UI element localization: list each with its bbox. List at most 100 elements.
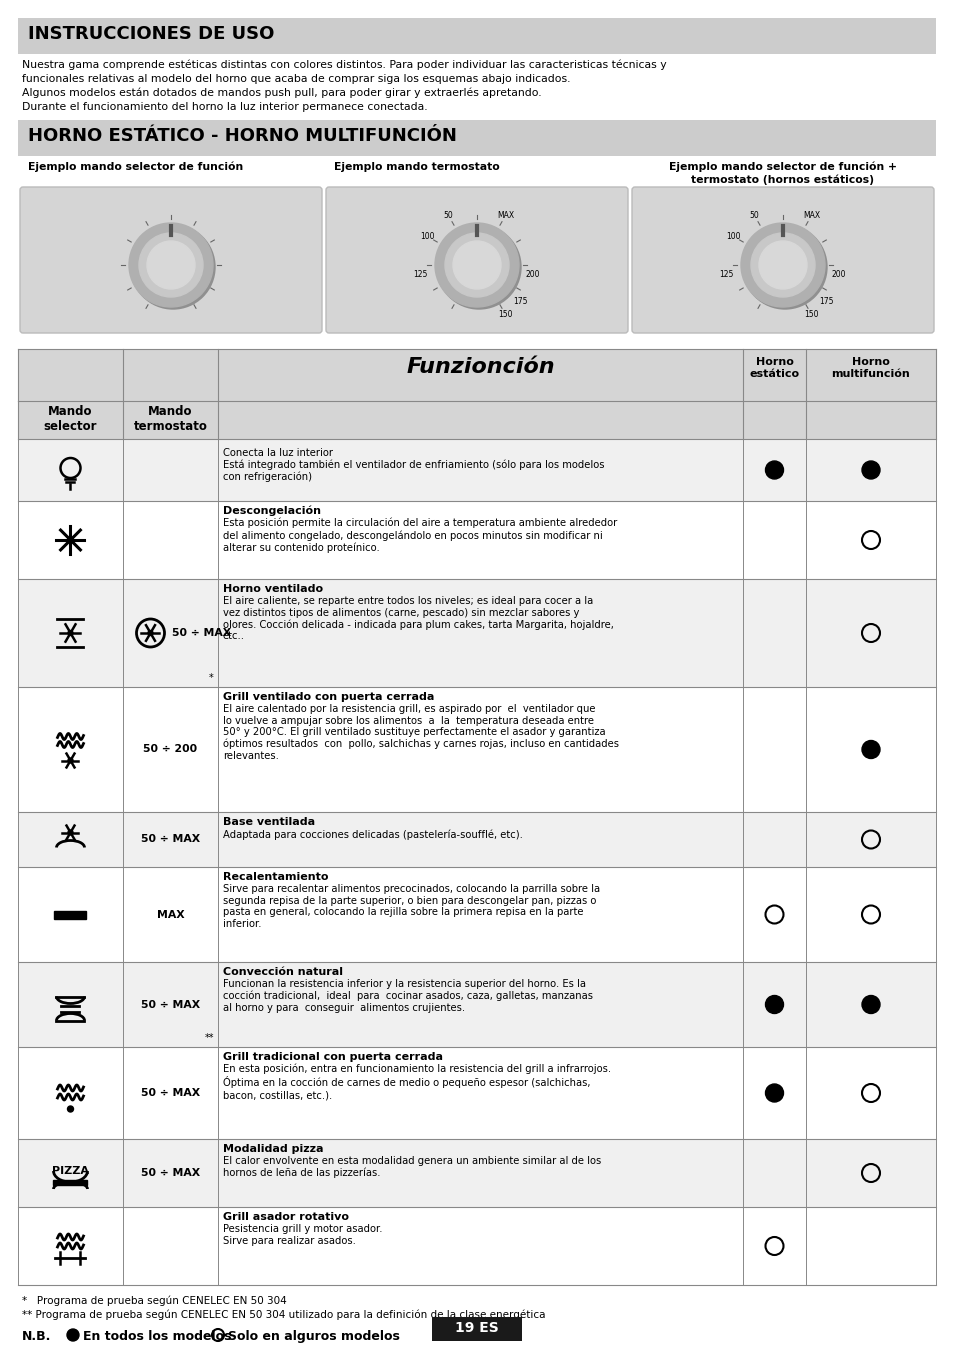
Text: MAX: MAX — [802, 211, 820, 220]
Text: 150: 150 — [803, 309, 818, 319]
Circle shape — [764, 1084, 782, 1102]
Text: Nuestra gama comprende estéticas distintas con colores distintos. Para poder ind: Nuestra gama comprende estéticas distint… — [22, 59, 666, 70]
Text: 200: 200 — [831, 270, 845, 280]
Text: Solo en alguros modelos: Solo en alguros modelos — [228, 1329, 399, 1343]
Text: 50 ÷ MAX: 50 ÷ MAX — [141, 1088, 200, 1098]
Bar — [18, 120, 935, 155]
Circle shape — [68, 536, 73, 543]
Text: El calor envolvente en esta modalidad genera un ambiente similar al de los
horno: El calor envolvente en esta modalidad ge… — [223, 1156, 600, 1178]
Bar — [18, 401, 935, 439]
Circle shape — [740, 223, 824, 307]
Text: *: * — [209, 673, 213, 684]
Text: Adaptada para cocciones delicadas (pastelería-soufflé, etc).: Adaptada para cocciones delicadas (paste… — [223, 830, 522, 839]
Circle shape — [139, 232, 203, 297]
Circle shape — [764, 461, 782, 480]
Bar — [18, 962, 935, 1047]
Text: En todos los modelos: En todos los modelos — [83, 1329, 232, 1343]
Text: 175: 175 — [819, 297, 833, 307]
Text: 125: 125 — [719, 270, 733, 280]
Text: Modalidad pizza: Modalidad pizza — [223, 1144, 323, 1154]
Bar — [18, 501, 935, 580]
Text: Horno ventilado: Horno ventilado — [223, 584, 323, 594]
Text: 125: 125 — [414, 270, 428, 280]
Bar — [18, 349, 935, 401]
Text: ** Programa de prueba según CENELEC EN 50 304 utilizado para la definición de la: ** Programa de prueba según CENELEC EN 5… — [22, 1310, 545, 1320]
Circle shape — [68, 758, 73, 763]
Circle shape — [147, 240, 194, 289]
Text: Horno
estático: Horno estático — [749, 357, 799, 378]
Bar — [53, 1179, 88, 1185]
Text: Algunos modelos están dotados de mandos push pull, para poder girar y extraerlés: Algunos modelos están dotados de mandos … — [22, 88, 541, 99]
Text: Descongelación: Descongelación — [223, 507, 320, 516]
Text: 100: 100 — [725, 232, 740, 240]
Text: 200: 200 — [525, 270, 539, 280]
Text: Ejemplo mando selector de función +
termostato (hornos estáticos): Ejemplo mando selector de función + term… — [668, 162, 896, 185]
Text: 50: 50 — [749, 211, 759, 220]
Bar — [18, 1047, 935, 1139]
Text: 50 ÷ MAX: 50 ÷ MAX — [141, 1000, 200, 1009]
Text: MAX: MAX — [156, 909, 184, 920]
Circle shape — [759, 240, 806, 289]
Text: Mando
selector: Mando selector — [44, 405, 97, 434]
Text: Horno
multifunción: Horno multifunción — [831, 357, 909, 378]
Circle shape — [862, 996, 879, 1013]
Circle shape — [862, 461, 879, 480]
Text: 150: 150 — [497, 309, 512, 319]
Circle shape — [129, 223, 213, 307]
Circle shape — [68, 631, 73, 635]
Bar — [54, 911, 87, 919]
Text: 175: 175 — [513, 297, 527, 307]
Text: **: ** — [204, 1034, 213, 1043]
Text: Funcionan la resistencia inferior y la resistencia superior del horno. Es la
coc: Funcionan la resistencia inferior y la r… — [223, 979, 593, 1013]
Bar — [18, 439, 935, 501]
FancyBboxPatch shape — [326, 186, 627, 332]
FancyBboxPatch shape — [631, 186, 933, 332]
Text: Base ventilada: Base ventilada — [223, 817, 314, 827]
Circle shape — [862, 740, 879, 758]
Circle shape — [742, 226, 826, 309]
Text: Sirve para recalentar alimentos precocinados, colocando la parrilla sobre la
seg: Sirve para recalentar alimentos precocin… — [223, 884, 599, 928]
Text: Recalentamiento: Recalentamiento — [223, 871, 328, 882]
Text: Ejemplo mando termostato: Ejemplo mando termostato — [334, 162, 499, 172]
Circle shape — [131, 226, 214, 309]
Circle shape — [764, 996, 782, 1013]
Text: Convección natural: Convección natural — [223, 967, 343, 977]
Circle shape — [750, 232, 814, 297]
Bar — [432, 1317, 521, 1342]
Text: funcionales relativas al modelo del horno que acaba de comprar siga los esquemas: funcionales relativas al modelo del horn… — [22, 74, 570, 84]
Text: N.B.: N.B. — [22, 1329, 51, 1343]
Bar — [18, 580, 935, 688]
Text: HORNO ESTÁTICO - HORNO MULTIFUNCIÓN: HORNO ESTÁTICO - HORNO MULTIFUNCIÓN — [28, 127, 456, 145]
Text: Esta posición permite la circulación del aire a temperatura ambiente alrededor
d: Esta posición permite la circulación del… — [223, 517, 617, 553]
Text: 50 ÷ MAX: 50 ÷ MAX — [141, 835, 200, 844]
Text: 50 ÷ MAX: 50 ÷ MAX — [172, 628, 232, 638]
Circle shape — [436, 226, 520, 309]
Text: 50: 50 — [443, 211, 453, 220]
Bar — [18, 688, 935, 812]
Circle shape — [435, 223, 518, 307]
Text: Mando
termostato: Mando termostato — [133, 405, 207, 434]
Text: *   Programa de prueba según CENELEC EN 50 304: * Programa de prueba según CENELEC EN 50… — [22, 1296, 287, 1305]
Text: Funzionción: Funzionción — [406, 357, 555, 377]
Bar — [18, 1139, 935, 1206]
Text: El aire caliente, se reparte entre todos los niveles; es ideal para cocer a la
v: El aire caliente, se reparte entre todos… — [223, 596, 613, 642]
Circle shape — [148, 631, 152, 635]
Text: Grill tradicional con puerta cerrada: Grill tradicional con puerta cerrada — [223, 1052, 442, 1062]
Bar — [18, 1206, 935, 1285]
Text: El aire calentado por la resistencia grill, es aspirado por  el  ventilador que
: El aire calentado por la resistencia gri… — [223, 704, 618, 761]
Circle shape — [67, 1329, 79, 1342]
Circle shape — [453, 240, 500, 289]
Text: 50 ÷ MAX: 50 ÷ MAX — [141, 1169, 200, 1178]
Text: En esta posición, entra en funcionamiento la resistencia del grill a infrarrojos: En esta posición, entra en funcionamient… — [223, 1065, 611, 1100]
Text: MAX: MAX — [497, 211, 514, 220]
Text: Pesistencia grill y motor asador.
Sirve para realizar asados.: Pesistencia grill y motor asador. Sirve … — [223, 1224, 382, 1246]
Circle shape — [68, 1106, 73, 1112]
Text: 50 ÷ 200: 50 ÷ 200 — [143, 744, 197, 754]
Text: Conecta la luz interior
Está integrado también el ventilador de enfriamiento (só: Conecta la luz interior Está integrado t… — [223, 449, 604, 482]
Text: Durante el funcionamiento del horno la luz interior permanece conectada.: Durante el funcionamiento del horno la l… — [22, 101, 427, 112]
Text: Ejemplo mando selector de función: Ejemplo mando selector de función — [28, 162, 243, 173]
Bar — [18, 18, 935, 54]
Text: INSTRUCCIONES DE USO: INSTRUCCIONES DE USO — [28, 26, 274, 43]
Circle shape — [444, 232, 509, 297]
Text: PIZZA: PIZZA — [52, 1166, 89, 1175]
